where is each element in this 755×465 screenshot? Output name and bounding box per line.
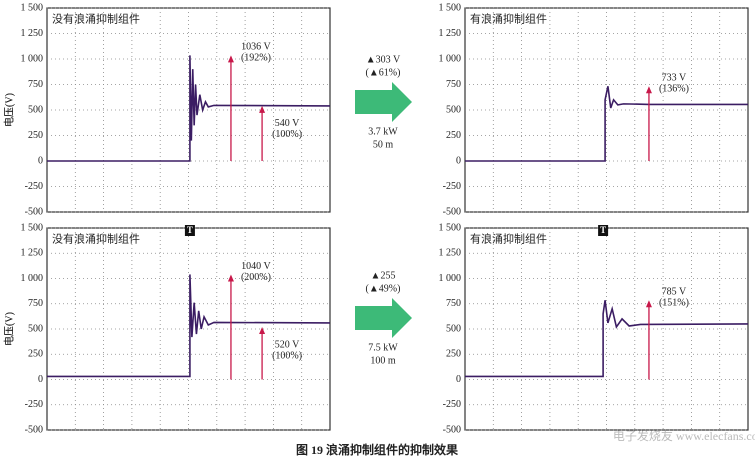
y-tick-label: 1 250 bbox=[21, 248, 44, 259]
waveform bbox=[465, 86, 748, 162]
plot-frame bbox=[464, 7, 749, 213]
y-tick-label: 500 bbox=[28, 323, 43, 334]
y-tick-label: 0 bbox=[456, 374, 461, 385]
y-tick-label: 1 000 bbox=[439, 53, 462, 64]
panel-title: 没有浪涌抑制组件 bbox=[52, 232, 140, 246]
y-tick-label: 1 000 bbox=[21, 273, 44, 284]
y-tick-label: 500 bbox=[28, 104, 43, 115]
arrow-head bbox=[645, 300, 652, 308]
y-tick-label: -500 bbox=[443, 206, 461, 217]
y-tick-label: 250 bbox=[28, 130, 43, 141]
annotation-percent: (192%) bbox=[241, 53, 271, 64]
panel-title: 有浪涌抑制组件 bbox=[470, 232, 547, 246]
annotation-label: 785 V bbox=[662, 287, 687, 298]
annotation-percent: (200%) bbox=[241, 272, 271, 283]
y-tick-label: 1 000 bbox=[439, 273, 462, 284]
y-tick-label: 1 250 bbox=[439, 28, 462, 39]
y-tick-label: 1 000 bbox=[21, 53, 44, 64]
y-tick-label: 250 bbox=[28, 349, 43, 360]
y-tick-label: 250 bbox=[446, 130, 461, 141]
green-arrow bbox=[355, 298, 412, 338]
annotation-percent: (100%) bbox=[272, 350, 302, 361]
annotation-label: 540 V bbox=[275, 118, 300, 129]
annotation-label: 1040 V bbox=[241, 261, 271, 272]
arrow-head bbox=[259, 105, 266, 113]
caption: 图 19 浪涌抑制组件的抑制效果 bbox=[296, 442, 458, 457]
arrow-head bbox=[645, 86, 652, 94]
annotation-percent: (100%) bbox=[272, 129, 302, 140]
y-tick-label: 1 500 bbox=[21, 2, 44, 13]
y-tick-label: -250 bbox=[443, 181, 461, 192]
arrow-text: 50 m bbox=[373, 139, 394, 150]
y-axis-label: 电压(V) bbox=[2, 312, 15, 346]
y-tick-label: 1 500 bbox=[21, 222, 44, 233]
annotation-percent: (136%) bbox=[659, 84, 689, 95]
arrow-text: (▲61%) bbox=[366, 67, 401, 78]
panel-title: 有浪涌抑制组件 bbox=[470, 12, 547, 26]
y-tick-label: 1 250 bbox=[21, 28, 44, 39]
panel-title: 没有浪涌抑制组件 bbox=[52, 12, 140, 26]
watermark: 电子发烧友 www.elecfans.com bbox=[613, 428, 755, 443]
y-tick-label: -250 bbox=[25, 181, 43, 192]
y-tick-label: 750 bbox=[446, 79, 461, 90]
waveform bbox=[47, 55, 331, 162]
y-tick-label: 500 bbox=[446, 104, 461, 115]
trigger-label: T bbox=[187, 225, 193, 235]
y-tick-label: -500 bbox=[25, 424, 43, 435]
y-tick-label: 1 500 bbox=[439, 2, 462, 13]
y-tick-label: 750 bbox=[28, 298, 43, 309]
plot-frame bbox=[46, 7, 331, 213]
arrow-head bbox=[227, 274, 234, 282]
arrow-text: ▲255 bbox=[371, 270, 396, 281]
waveform bbox=[47, 274, 331, 378]
y-tick-label: 500 bbox=[446, 323, 461, 334]
y-axis-label: 电压(V) bbox=[2, 93, 15, 127]
y-tick-label: -500 bbox=[443, 424, 461, 435]
arrow-text: ▲303 V bbox=[366, 54, 401, 65]
y-tick-label: 750 bbox=[28, 79, 43, 90]
arrow-text: 100 m bbox=[370, 355, 396, 366]
y-tick-label: 750 bbox=[446, 298, 461, 309]
arrow-text: 3.7 kW bbox=[368, 126, 398, 137]
y-tick-label: 250 bbox=[446, 349, 461, 360]
y-tick-label: -250 bbox=[443, 399, 461, 410]
annotation-percent: (151%) bbox=[659, 298, 689, 309]
annotation-label: 733 V bbox=[662, 73, 687, 84]
y-tick-label: 0 bbox=[456, 155, 461, 166]
trigger-box bbox=[598, 225, 609, 236]
y-axis-label: 电压(V) bbox=[2, 312, 15, 346]
trigger-box bbox=[184, 225, 195, 236]
annotation-label: 520 V bbox=[275, 339, 300, 350]
green-arrow bbox=[355, 82, 412, 122]
arrow-head bbox=[259, 326, 266, 334]
y-tick-label: 0 bbox=[38, 374, 43, 385]
y-axis-label: 电压(V) bbox=[2, 93, 15, 127]
arrow-text: (▲49%) bbox=[366, 283, 401, 294]
annotation-label: 1036 V bbox=[241, 42, 271, 53]
trigger-label: T bbox=[600, 225, 606, 235]
y-tick-label: -500 bbox=[25, 206, 43, 217]
arrow-text: 7.5 kW bbox=[368, 342, 398, 353]
y-tick-label: 1 250 bbox=[439, 248, 462, 259]
y-tick-label: 1 500 bbox=[439, 222, 462, 233]
waveform bbox=[465, 300, 749, 378]
y-tick-label: -250 bbox=[25, 399, 43, 410]
arrow-head bbox=[227, 55, 234, 63]
y-tick-label: 0 bbox=[38, 155, 43, 166]
